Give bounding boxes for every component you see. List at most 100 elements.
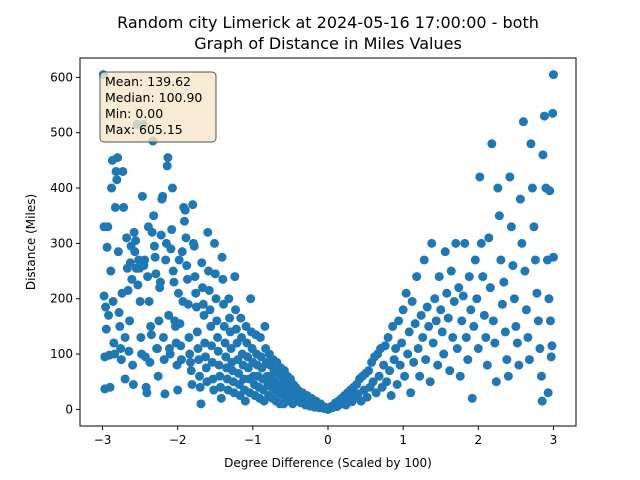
data-point [430,294,440,304]
data-point [124,346,134,356]
data-point [210,238,220,248]
data-point [151,269,161,279]
points-layer [98,70,558,414]
data-point [108,296,118,306]
data-point [216,393,226,403]
data-point [174,255,184,265]
data-point [488,316,498,326]
data-point [521,305,531,315]
data-point [205,305,215,315]
x-tick-label: −3 [94,433,112,447]
data-point [201,352,210,362]
data-point [439,349,449,359]
data-point [530,255,540,265]
data-point [185,349,195,359]
data-point [260,321,270,331]
data-point [548,252,558,262]
data-point [509,294,519,304]
data-point [389,355,399,365]
data-point [115,321,125,331]
data-point [537,396,547,406]
data-point [491,377,501,387]
data-point [424,321,434,331]
data-point [154,316,164,326]
data-point [437,327,447,337]
data-point [505,172,515,182]
data-point [543,388,553,398]
data-point [190,272,200,282]
data-point [130,247,140,257]
data-point [478,272,488,282]
data-point [198,283,207,293]
data-point [129,227,139,237]
stats-box: Mean: 139.62 Median: 100.90 Min: 0.00 Ma… [99,71,217,143]
data-point [166,244,176,254]
data-point [463,355,473,365]
data-point [105,382,115,392]
data-point [548,70,558,80]
data-point [219,321,229,331]
data-point [145,357,155,367]
data-point [164,310,174,320]
data-point [213,346,223,356]
data-point [163,153,173,163]
data-point [413,344,423,354]
data-point [118,166,128,176]
data-point [397,338,407,348]
data-point [475,172,485,182]
data-point [431,316,441,326]
data-point [388,321,398,331]
data-point [182,274,192,284]
data-point [152,344,162,354]
x-ticks: −3 −2 −1 0 1 2 3 [94,426,557,447]
data-point [173,385,183,395]
data-point [364,366,374,376]
data-point [189,241,199,251]
y-axis-label: Distance (Miles) [24,194,38,290]
data-point [123,285,133,295]
data-point [188,200,198,210]
data-point [107,183,117,193]
data-point [479,310,489,320]
data-point [103,222,113,232]
chart-title-line2: Graph of Distance in Miles Values [194,34,462,53]
data-point [181,233,191,243]
data-point [240,396,250,406]
data-point [158,191,168,201]
data-point [506,222,516,232]
data-point [547,341,557,351]
y-tick-label: 0 [65,402,73,416]
data-point [177,247,187,257]
data-point [101,324,111,334]
data-point [143,272,153,282]
data-point [461,332,471,342]
data-point [255,332,265,342]
data-point [470,255,480,265]
data-point [120,332,130,342]
x-tick-label: −2 [169,433,187,447]
data-point [511,321,521,331]
data-point [194,371,204,381]
data-point [455,371,465,381]
stats-median: Median: 100.90 [105,90,202,105]
data-point [165,349,175,359]
data-point [246,294,256,304]
data-point [442,288,452,298]
data-point [187,380,197,389]
data-point [211,294,221,304]
data-point [182,261,192,271]
data-point [394,316,404,326]
data-point [362,392,372,402]
data-point [539,111,549,121]
data-point [101,302,111,312]
data-point [158,332,168,342]
data-point [146,321,156,331]
data-point [207,341,217,351]
data-point [191,302,201,312]
data-point [472,294,482,304]
data-point [386,391,396,401]
data-point [111,166,121,176]
data-point [210,269,220,279]
data-point [216,382,226,392]
data-point [122,233,132,243]
